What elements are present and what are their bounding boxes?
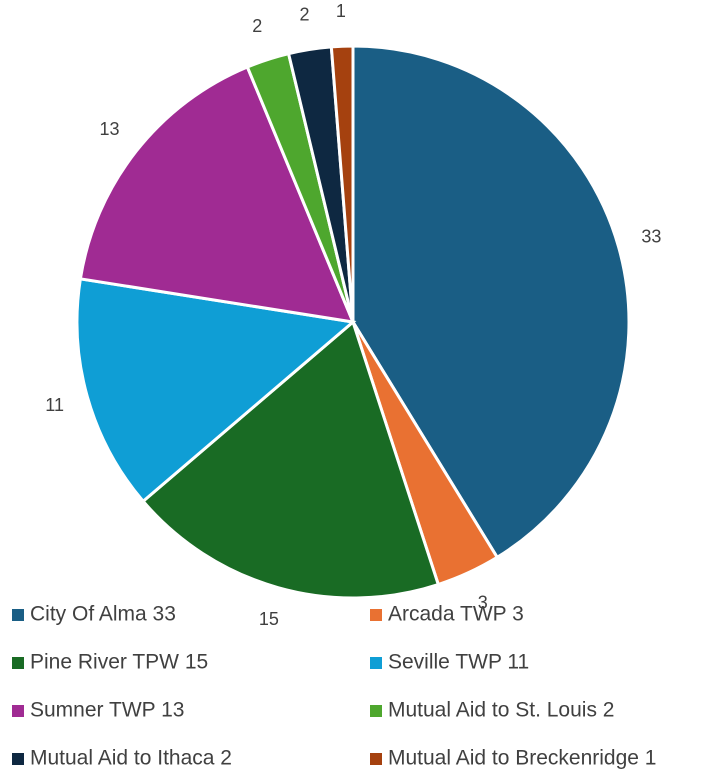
legend-label: Mutual Aid to Ithaca 2 bbox=[30, 747, 232, 770]
pie-slice bbox=[141, 319, 441, 600]
legend-swatch bbox=[12, 657, 24, 669]
data-label: 15 bbox=[259, 609, 279, 629]
legend-swatch bbox=[370, 705, 382, 717]
legend-label: Mutual Aid to Breckenridge 1 bbox=[388, 747, 657, 770]
data-label: 2 bbox=[252, 16, 262, 36]
data-label: 3 bbox=[478, 592, 488, 612]
pie-slice bbox=[351, 44, 631, 560]
legend-label: Mutual Aid to St. Louis 2 bbox=[388, 699, 614, 722]
legend-swatch bbox=[370, 753, 382, 765]
legend-swatch bbox=[12, 753, 24, 765]
legend-label: Arcada TWP 3 bbox=[388, 603, 524, 626]
data-label: 2 bbox=[299, 5, 309, 25]
legend-swatch bbox=[12, 609, 24, 621]
legend-swatch bbox=[370, 657, 382, 669]
legend-label: Seville TWP 11 bbox=[388, 651, 529, 674]
legend-swatch bbox=[370, 609, 382, 621]
legend-label: Pine River TPW 15 bbox=[30, 651, 208, 674]
pie-slice bbox=[75, 277, 357, 504]
data-label: 11 bbox=[45, 395, 64, 415]
legend-swatch bbox=[12, 705, 24, 717]
legend-label: City Of Alma 33 bbox=[30, 603, 176, 626]
data-label: 13 bbox=[100, 119, 120, 139]
data-label: 33 bbox=[641, 227, 661, 247]
data-label: 1 bbox=[336, 1, 346, 21]
legend-label: Sumner TWP 13 bbox=[30, 699, 184, 722]
pie-slice bbox=[329, 44, 355, 323]
pie-slice bbox=[78, 65, 356, 324]
